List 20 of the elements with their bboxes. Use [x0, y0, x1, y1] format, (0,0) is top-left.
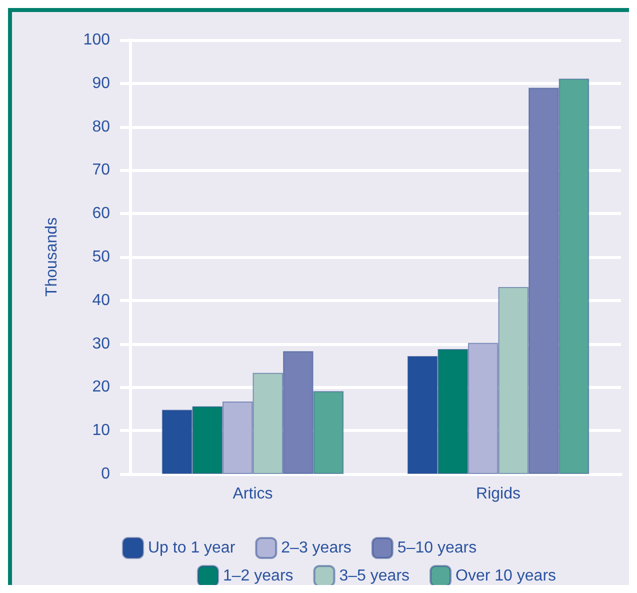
- x-tick-label: Rigids: [476, 486, 520, 502]
- y-tick-label: 80: [92, 118, 110, 136]
- y-tick-label: 40: [92, 292, 110, 309]
- y-tick-label: 60: [92, 205, 110, 222]
- legend-label: 2–3 years: [281, 540, 352, 556]
- legend-label: Up to 1 year: [148, 540, 236, 556]
- y-tick-label: 10: [92, 422, 110, 440]
- y-tick-label: 0: [101, 466, 110, 482]
- y-tick-label: 100: [83, 32, 110, 48]
- legend-label: 1–2 years: [223, 568, 294, 584]
- y-tick-label: 90: [92, 74, 110, 92]
- legend-label: 5–10 years: [397, 540, 477, 556]
- x-tick-label: Artics: [232, 486, 273, 502]
- legend-label: Over 10 years: [456, 568, 556, 584]
- y-tick-label: 70: [92, 162, 110, 179]
- y-tick-label: 20: [92, 378, 110, 396]
- y-tick-label: 50: [92, 248, 110, 266]
- legend-label: 3–5 years: [339, 568, 410, 584]
- y-axis-title: Thousands: [44, 217, 60, 297]
- y-tick-label: 30: [92, 335, 110, 352]
